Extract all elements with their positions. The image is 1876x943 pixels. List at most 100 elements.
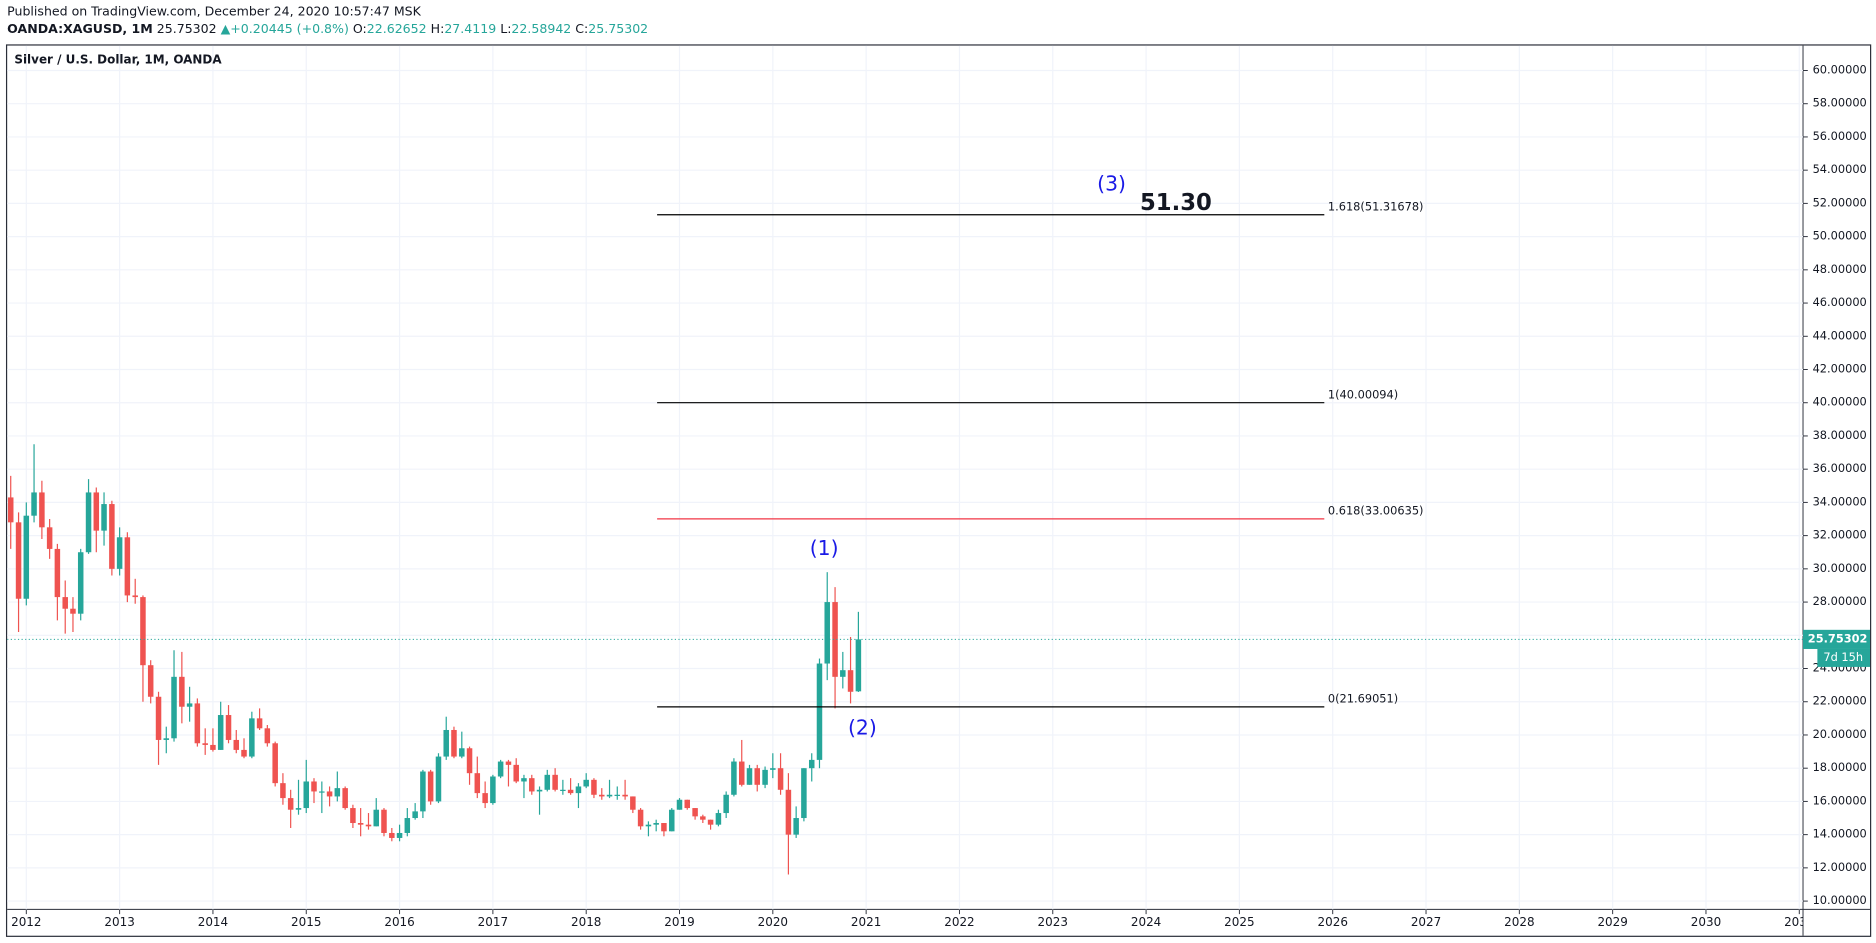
candle-body xyxy=(793,818,799,835)
x-tick-label: 2029 xyxy=(1597,915,1627,929)
fib-label: 1(40.00094) xyxy=(1328,388,1398,402)
candle-body xyxy=(808,759,815,769)
x-tick-label: 2015 xyxy=(291,915,321,929)
plot xyxy=(7,214,1804,875)
y-tick-label: 46.00000 xyxy=(1813,295,1867,309)
candle-body xyxy=(505,761,512,765)
y-tick-label: 12.00000 xyxy=(1813,860,1867,874)
wave-label: (1) xyxy=(810,536,839,560)
candle-body xyxy=(599,794,605,797)
candle-body xyxy=(194,703,201,744)
x-tick-label: 2023 xyxy=(1038,915,1068,929)
candle-body xyxy=(365,824,372,827)
y-tick-label: 14.00000 xyxy=(1813,827,1867,841)
candle-body xyxy=(661,823,667,832)
candle-body xyxy=(816,663,823,760)
x-tick-label: 2012 xyxy=(11,915,41,929)
candle-body xyxy=(280,783,286,799)
candle-body xyxy=(552,774,558,790)
y-tick-label: 22.00000 xyxy=(1813,694,1867,708)
candle-body xyxy=(381,809,387,833)
wave-label: (3) xyxy=(1097,171,1126,195)
candle-body xyxy=(832,602,838,677)
x-axis: 2012 2013 2014 2015 2016 2017 2018 2019 2020 2021… xyxy=(11,909,1803,929)
candle-body xyxy=(31,492,37,516)
y-tick-label: 30.00000 xyxy=(1813,561,1867,575)
candle-body xyxy=(754,768,760,785)
symbol-bar: OANDA:XAGUSD, 1M 25.75302 ▲+0.20445 (+0.… xyxy=(7,20,648,35)
y-tick-label: 28.00000 xyxy=(1813,594,1867,608)
candle-body xyxy=(490,776,496,804)
y-tick-label: 32.00000 xyxy=(1813,528,1867,542)
y-tick-label: 20.00000 xyxy=(1813,727,1867,741)
candle-body xyxy=(15,522,22,599)
candle-body xyxy=(427,771,434,802)
candle-body xyxy=(342,788,348,809)
y-tick-label: 58.00000 xyxy=(1813,96,1867,110)
candle-body xyxy=(272,743,278,784)
x-tick-label: 2013 xyxy=(104,915,134,929)
candle-body xyxy=(715,813,722,825)
y-tick-label: 38.00000 xyxy=(1813,428,1867,442)
candle-body xyxy=(723,794,729,814)
wave-label: (2) xyxy=(848,716,877,740)
candle-body xyxy=(62,597,68,609)
y-tick-label: 40.00000 xyxy=(1813,395,1867,409)
candle-body xyxy=(179,676,185,707)
x-tick-label: 2026 xyxy=(1318,915,1348,929)
candle-body xyxy=(389,832,395,838)
candle-body xyxy=(451,729,457,757)
x-tick-label: 2017 xyxy=(478,915,508,929)
candle-body xyxy=(840,670,846,677)
candle-body xyxy=(567,789,574,794)
candle-body xyxy=(731,761,737,795)
candle-body xyxy=(319,791,325,793)
candle-body xyxy=(23,515,30,599)
y-tick-label: 60.00000 xyxy=(1813,62,1867,76)
x-tick-label: 2016 xyxy=(384,915,414,929)
candle-body xyxy=(350,808,356,824)
candle-body xyxy=(536,789,543,792)
candle-body xyxy=(225,715,232,740)
x-tick-label: 2028 xyxy=(1504,915,1534,929)
candle-body xyxy=(513,764,519,782)
candle-body xyxy=(357,823,364,825)
x-tick-label: 2021 xyxy=(851,915,881,929)
candle-body xyxy=(855,639,862,692)
o-label: O: xyxy=(353,20,367,35)
candle-body xyxy=(171,676,177,739)
candle-body xyxy=(326,791,333,797)
candle-body xyxy=(241,749,247,757)
y-tick-label: 34.00000 xyxy=(1813,494,1867,508)
y-tick-label: 42.00000 xyxy=(1813,362,1867,376)
y-tick-label: 50.00000 xyxy=(1813,229,1867,243)
candle-body xyxy=(373,809,379,827)
candle-body xyxy=(630,796,636,810)
candle-body xyxy=(738,761,745,785)
o-value: 22.62652 xyxy=(367,20,427,35)
candle-body xyxy=(606,794,613,797)
candle-body xyxy=(132,595,138,598)
candle-body xyxy=(264,728,271,744)
candle-body xyxy=(202,743,208,745)
candle-body xyxy=(311,781,317,792)
c-value: 25.75302 xyxy=(588,20,648,35)
candle-body xyxy=(684,799,691,809)
candle-body xyxy=(101,504,107,531)
candle-body xyxy=(443,729,449,757)
change: +0.20445 (+0.8%) xyxy=(230,20,349,35)
candle-body xyxy=(474,773,481,794)
candle-body xyxy=(777,768,784,790)
candle-body xyxy=(217,715,224,750)
fib-label: 0(21.69051) xyxy=(1328,692,1398,706)
axes: 2012 2013 2014 2015 2016 2017 2018 2019 2020 2021… xyxy=(11,62,1871,929)
candle-body xyxy=(412,811,418,819)
x-tick-label: 2025 xyxy=(1224,915,1254,929)
candle-body xyxy=(186,703,193,707)
candle-body xyxy=(404,818,411,833)
candle-body xyxy=(233,739,240,750)
candle-body xyxy=(163,738,170,740)
candle-body xyxy=(7,497,14,523)
l-value: 22.58942 xyxy=(511,20,571,35)
